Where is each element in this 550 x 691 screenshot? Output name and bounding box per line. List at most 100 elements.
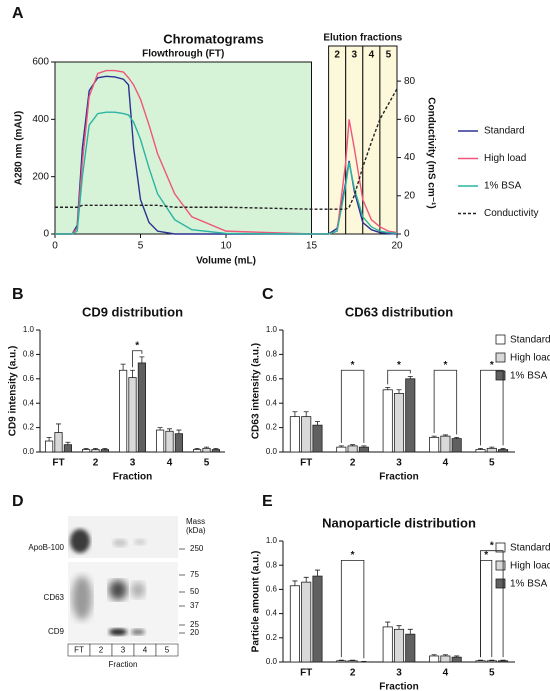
error-bar: [292, 411, 298, 417]
mass-header: Mass: [186, 517, 205, 526]
lane-label: 5: [165, 646, 170, 655]
y-tick-label: 0.8: [266, 350, 278, 359]
legend-swatch: [495, 560, 506, 571]
y-tick-label: 0: [43, 229, 49, 240]
marker-label: 25: [190, 620, 199, 629]
bar: [429, 436, 440, 453]
marker-label: 20: [190, 628, 199, 637]
x-axis-label: Fraction: [379, 472, 418, 483]
bar: [54, 432, 63, 453]
error-bar: [176, 429, 182, 434]
bar: [174, 433, 183, 453]
panel-label: C: [262, 286, 274, 303]
x-tick-label: 5: [204, 458, 210, 469]
bar: [289, 416, 300, 453]
significance-bracket: [132, 350, 143, 368]
bar: [301, 416, 312, 453]
y-tick-label: 0.2: [23, 423, 35, 432]
bar: [486, 660, 497, 663]
error-bar: [454, 655, 460, 658]
x-tick-label: 20: [391, 241, 403, 252]
blot-x-label: Fraction: [109, 660, 138, 669]
error-bar: [350, 659, 356, 661]
error-bar: [130, 369, 135, 378]
lane-label: 3: [121, 646, 126, 655]
x-axis-label: Fraction: [379, 682, 418, 691]
error-bar: [303, 411, 309, 417]
y-tick-label: 600: [32, 57, 49, 68]
legend-label: Conductivity: [484, 208, 538, 219]
marker-label: 37: [190, 601, 199, 610]
chart-title: Chromatograms: [163, 31, 263, 46]
y2-tick-label: 0: [404, 229, 410, 240]
bar: [440, 435, 451, 453]
bar: [475, 449, 486, 453]
error-bar: [204, 446, 209, 449]
x-tick-label: FT: [52, 458, 64, 469]
bar: [440, 655, 451, 663]
significance-label: *: [397, 360, 401, 371]
x-tick-label: 0: [52, 241, 58, 252]
lane-box: [155, 643, 179, 657]
bar: [45, 440, 54, 453]
fraction-label: 3: [351, 50, 357, 61]
error-bar: [489, 659, 495, 661]
significance-label: *: [443, 360, 447, 371]
marker-label: 75: [190, 570, 199, 579]
error-bar: [361, 445, 367, 448]
error-bar: [431, 654, 437, 656]
bar: [202, 447, 211, 453]
y-tick-label: 1.0: [23, 325, 35, 334]
blot-band: [109, 628, 127, 636]
y-axis-label: CD9 intensity (a.u.): [8, 346, 19, 437]
x-tick-label: 3: [396, 458, 402, 469]
y-axis-label: A280 nm (mAU): [14, 111, 25, 185]
significance-label: *: [135, 340, 139, 351]
y-tick-label: 0.0: [266, 657, 278, 666]
y-tick-label: 0.4: [266, 398, 278, 407]
bar: [336, 660, 347, 663]
series-line: [55, 69, 398, 235]
bar: [192, 449, 202, 453]
x-tick-label: 5: [489, 668, 495, 679]
blot-band: [134, 539, 146, 545]
blot-band: [72, 576, 92, 620]
fraction-label: 4: [369, 50, 375, 61]
error-bar: [500, 447, 506, 450]
bar: [347, 445, 358, 453]
legend-label: 1% BSA: [510, 579, 548, 590]
y-axis-label: CD63 intensity (a.u.): [251, 343, 262, 439]
error-bar: [46, 436, 52, 442]
fraction-region: [328, 45, 347, 235]
significance-bracket: [480, 550, 504, 658]
y2-tick-label: 40: [404, 152, 416, 163]
significance-label: *: [490, 540, 494, 551]
x-tick-label: 4: [443, 668, 449, 679]
error-bar: [396, 625, 402, 630]
chart-title: CD63 distribution: [345, 304, 453, 319]
chart-title: Nanoparticle distribution: [322, 515, 476, 530]
x-tick-label: 3: [130, 458, 136, 469]
bar: [382, 626, 393, 663]
y-tick-label: 0.6: [266, 585, 278, 594]
y2-tick-label: 80: [404, 76, 416, 87]
legend-label: Standard: [484, 126, 525, 137]
error-bar: [489, 446, 495, 449]
bar: [312, 575, 323, 663]
error-bar: [314, 421, 320, 426]
lane-label: 4: [143, 646, 148, 655]
legend-label: 1% BSA: [484, 181, 522, 192]
x-tick-label: 5: [138, 241, 144, 252]
y-axis-label: Particle amount (a.u.): [251, 551, 262, 653]
error-bar: [213, 447, 219, 450]
lane-label: FT: [74, 646, 84, 655]
bar: [393, 393, 405, 453]
y2-tick-label: 60: [404, 114, 416, 125]
y-tick-label: 400: [32, 114, 49, 125]
error-bar: [385, 621, 391, 627]
bar: [82, 449, 91, 453]
bar: [405, 378, 416, 453]
blot-band: [113, 539, 127, 547]
error-bar: [338, 445, 344, 448]
panel-label: A: [12, 5, 24, 22]
